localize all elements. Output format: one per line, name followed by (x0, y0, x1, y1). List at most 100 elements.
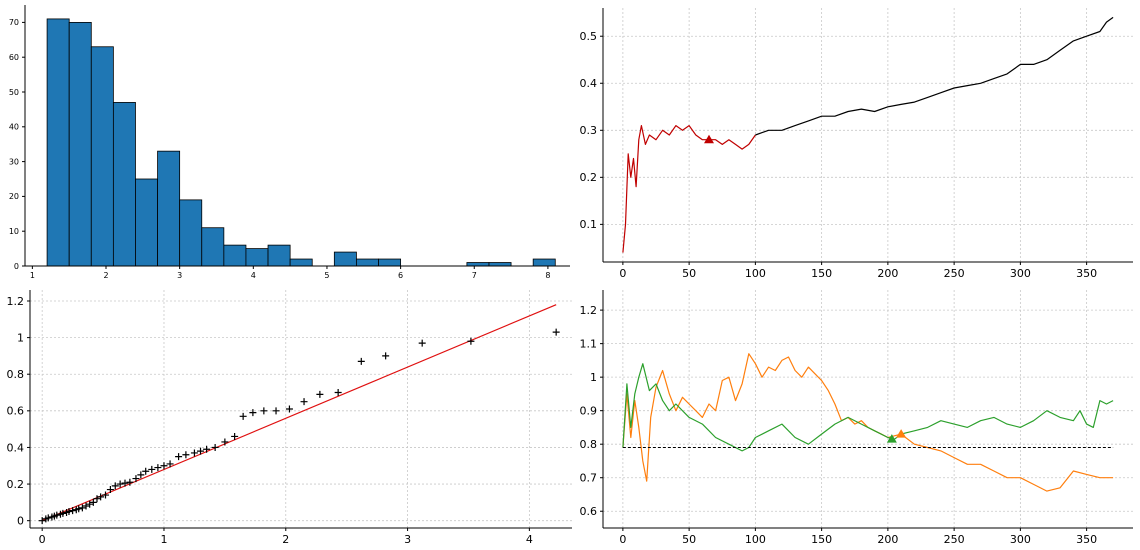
y-tick-label: 70 (9, 18, 19, 27)
histogram-bar (201, 227, 225, 267)
histogram-bar (46, 18, 70, 267)
y-tick-label: 0.6 (7, 405, 25, 418)
x-tick-label: 100 (745, 267, 766, 280)
scatter-point (102, 491, 110, 499)
scatter-point (86, 500, 94, 508)
series-line-1 (755, 16, 1114, 136)
y-tick-label: 0.8 (580, 438, 598, 451)
x-tick-label: 300 (1010, 267, 1031, 280)
y-tick-label: 60 (9, 53, 19, 62)
scatter-point (249, 409, 257, 417)
triangle-marker (896, 429, 907, 438)
y-tick-label: 50 (9, 88, 19, 97)
x-tick-label: 150 (811, 267, 832, 280)
scatter-point (166, 460, 174, 468)
y-tick-label: 0.6 (580, 505, 598, 518)
x-tick-label: 6 (398, 271, 403, 280)
y-tick-label: 0.2 (7, 478, 25, 491)
scatter-point (89, 498, 97, 506)
histogram-bar (267, 244, 291, 267)
scatter-point (116, 480, 124, 488)
triangle-marker (886, 434, 897, 443)
scatter-point (300, 398, 308, 406)
fit-line (41, 304, 557, 522)
x-tick-label: 1 (160, 533, 167, 546)
panel-top-right: 0 50 100 150 200 250 300 350 0.1 0.2 0.3 0.4 0.5 (580, 8, 1133, 280)
scatter-point (552, 328, 560, 336)
y-tick-label: 1 (590, 371, 597, 384)
x-tick-label: 100 (745, 533, 766, 546)
scatter-point (137, 471, 145, 479)
y-tick-label: 0.3 (580, 124, 598, 137)
scatter-point (467, 337, 475, 345)
x-tick-label: 0 (619, 267, 626, 280)
panel-bottom-right: 0 50 100 150 200 250 300 350 0.6 0.7 0.8 0.9 1 1.1 1.2 (580, 290, 1133, 546)
histogram-bar (333, 251, 357, 267)
y-tick-label: 0.8 (7, 368, 25, 381)
scatter-point (132, 475, 140, 483)
scatter-point (272, 407, 280, 415)
y-tick-label: 10 (9, 227, 19, 236)
histogram-bar (157, 150, 181, 267)
scatter-point (239, 412, 247, 420)
series-line-0 (622, 125, 756, 253)
scatter-point (148, 465, 156, 473)
histogram-bar (488, 262, 512, 267)
histogram-bar (68, 21, 92, 267)
histogram-bar (532, 258, 556, 267)
histogram-bar (466, 262, 490, 267)
scatter-point (126, 478, 134, 486)
scatter-point (221, 438, 229, 446)
y-tick-label: 0.7 (580, 472, 598, 485)
x-tick-label: 7 (472, 271, 477, 280)
scatter-point (190, 449, 198, 457)
scatter-point (197, 447, 205, 455)
histogram-bar (90, 46, 114, 267)
x-tick-label: 3 (177, 271, 182, 280)
scatter-point (382, 352, 390, 360)
y-tick-label: 40 (9, 123, 19, 132)
y-tick-label: 20 (9, 192, 19, 201)
scatter-point (211, 443, 219, 451)
x-tick-label: 50 (682, 533, 696, 546)
x-tick-label: 250 (944, 533, 965, 546)
x-tick-label: 350 (1076, 533, 1097, 546)
y-tick-label: 1.2 (580, 304, 598, 317)
y-tick-label: 1.2 (7, 295, 25, 308)
y-tick-label: 30 (9, 157, 19, 166)
x-tick-label: 3 (404, 533, 411, 546)
x-tick-label: 350 (1076, 267, 1097, 280)
y-tick-label: 0 (14, 262, 19, 271)
scatter-point (285, 405, 293, 413)
series-line-0 (622, 353, 1114, 492)
scatter-point (44, 514, 52, 522)
scatter-point (154, 464, 162, 472)
scatter-point (160, 462, 168, 470)
x-tick-label: 200 (877, 267, 898, 280)
scatter-point (75, 505, 83, 513)
histogram-bar (356, 258, 379, 267)
x-tick-label: 8 (545, 271, 550, 280)
y-tick-label: 0.4 (580, 77, 598, 90)
scatter-point (93, 495, 101, 503)
x-tick-label: 5 (324, 271, 329, 280)
histogram-bar (135, 178, 158, 267)
scatter-point (111, 482, 119, 490)
y-tick-label: 0.4 (7, 441, 25, 454)
triangle-marker (704, 134, 714, 144)
x-tick-label: 1 (30, 271, 35, 280)
x-tick-label: 300 (1010, 533, 1031, 546)
scatter-point (82, 502, 90, 510)
y-tick-label: 0 (17, 515, 24, 528)
panel-top-left: 1 2 3 4 5 6 7 8 0 10 20 30 40 50 60 70 (9, 5, 570, 280)
y-tick-label: 1.1 (580, 337, 598, 350)
histogram-bar (378, 258, 402, 267)
x-tick-label: 150 (811, 533, 832, 546)
scatter-point (316, 390, 324, 398)
scatter-point (97, 493, 105, 501)
scatter-point (231, 432, 239, 440)
x-tick-label: 250 (944, 267, 965, 280)
scatter-point (121, 479, 129, 487)
scatter-point (38, 517, 46, 525)
